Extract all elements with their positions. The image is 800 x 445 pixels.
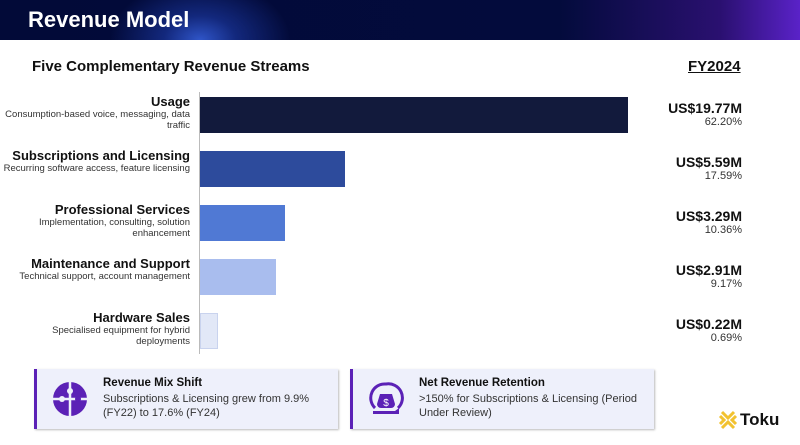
category-label: Professional Services Implementation, con… bbox=[0, 202, 190, 239]
card-title: Revenue Mix Shift bbox=[103, 377, 203, 389]
category-description: Consumption-based voice, messaging, data… bbox=[5, 109, 190, 131]
card-title: Net Revenue Retention bbox=[419, 377, 545, 389]
card-body: >150% for Subscriptions & Licensing (Per… bbox=[419, 393, 637, 419]
value-label: US$2.91M 9.17% bbox=[640, 262, 742, 290]
value-label: US$3.29M 10.36% bbox=[640, 208, 742, 236]
card-revenue-mix-shift: Revenue Mix Shift Subscriptions & Licens… bbox=[34, 369, 338, 429]
category-description: Implementation, consulting, solution enh… bbox=[38, 217, 190, 239]
category-description: Specialised equipment for hybrid deploym… bbox=[52, 325, 190, 347]
category-label: Usage Consumption-based voice, messaging,… bbox=[0, 94, 190, 131]
value-amount: US$2.91M bbox=[675, 262, 742, 278]
value-percent: 62.20% bbox=[704, 116, 742, 128]
money-bag-hand-icon: $ bbox=[369, 382, 404, 414]
period-label: FY2024 bbox=[688, 58, 741, 75]
puzzle-icon bbox=[53, 382, 87, 416]
category-label: Subscriptions and Licensing Recurring sof… bbox=[0, 148, 190, 174]
page-title: Revenue Model bbox=[28, 7, 190, 32]
bar bbox=[200, 313, 218, 349]
value-label: US$5.59M 17.59% bbox=[640, 154, 742, 182]
toku-logo: Toku bbox=[718, 410, 779, 430]
category-name: Hardware Sales bbox=[93, 310, 190, 325]
bar-row: Professional Services Implementation, con… bbox=[0, 202, 800, 245]
value-percent: 10.36% bbox=[704, 224, 742, 236]
value-percent: 0.69% bbox=[710, 332, 742, 344]
category-name: Usage bbox=[150, 94, 190, 109]
value-percent: 9.17% bbox=[710, 278, 742, 290]
bar-row: Maintenance and Support Technical support… bbox=[0, 256, 800, 299]
category-description: Technical support, account management bbox=[19, 271, 190, 282]
chart-title: Five Complementary Revenue Streams bbox=[32, 58, 310, 75]
value-label: US$19.77M 62.20% bbox=[640, 100, 742, 128]
logo-mark-icon bbox=[718, 410, 738, 430]
bar-row: Subscriptions and Licensing Recurring sof… bbox=[0, 148, 800, 191]
header-banner: Revenue Model bbox=[0, 0, 800, 40]
value-amount: US$19.77M bbox=[668, 100, 742, 116]
bar bbox=[200, 205, 286, 241]
category-name: Subscriptions and Licensing bbox=[12, 148, 190, 163]
axis-line bbox=[199, 92, 200, 354]
category-name: Maintenance and Support bbox=[31, 256, 190, 271]
category-name: Professional Services bbox=[54, 202, 190, 217]
category-description: Recurring software access, feature licen… bbox=[3, 163, 190, 174]
card-net-revenue-retention: $ Net Revenue Retention >150% for Subscr… bbox=[350, 369, 654, 429]
bar bbox=[200, 259, 276, 295]
value-label: US$0.22M 0.69% bbox=[640, 316, 742, 344]
value-amount: US$5.59M bbox=[675, 154, 742, 170]
bar-row: Usage Consumption-based voice, messaging,… bbox=[0, 94, 800, 137]
svg-text:$: $ bbox=[383, 398, 389, 409]
value-amount: US$3.29M bbox=[675, 208, 742, 224]
category-label: Hardware Sales Specialised equipment for … bbox=[0, 310, 190, 347]
bar bbox=[200, 151, 346, 187]
value-percent: 17.59% bbox=[704, 170, 742, 182]
bar-row: Hardware Sales Specialised equipment for … bbox=[0, 310, 800, 353]
category-label: Maintenance and Support Technical support… bbox=[0, 256, 190, 282]
card-body: Subscriptions & Licensing grew from 9.9%… bbox=[103, 393, 310, 419]
bar bbox=[200, 97, 628, 133]
value-amount: US$0.22M bbox=[675, 316, 742, 332]
logo-text: Toku bbox=[740, 410, 780, 429]
